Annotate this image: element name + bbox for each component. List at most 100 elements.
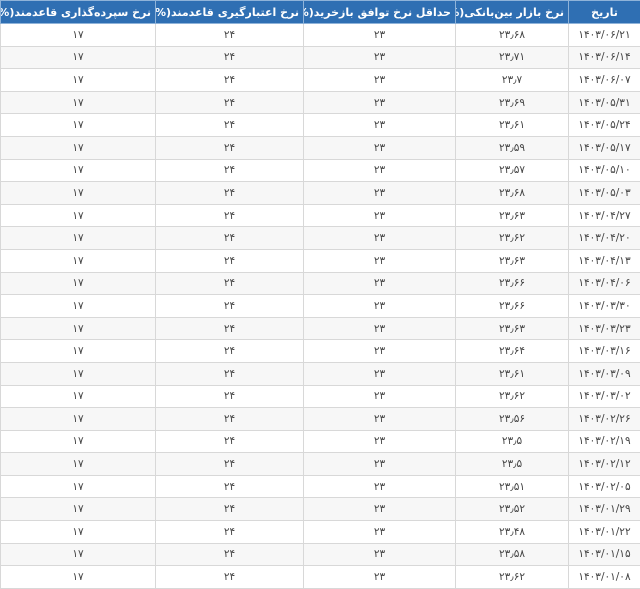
deposit-rate-cell: ۱۷	[1, 249, 156, 272]
date-cell: ۱۴۰۳/۰۴/۰۶	[569, 272, 640, 295]
lending-rate-cell: ۲۴	[156, 317, 304, 340]
interbank-rate-cell: ۲۳٫۷	[456, 69, 569, 92]
lending-rate-cell: ۲۴	[156, 408, 304, 431]
deposit-rate-cell: ۱۷	[1, 408, 156, 431]
lending-rate-cell: ۲۴	[156, 566, 304, 589]
header-min-repo-rate: حداقل نرخ توافق بازخرید(%)	[304, 1, 456, 24]
deposit-rate-cell: ۱۷	[1, 91, 156, 114]
min-repo-rate-cell: ۲۳	[304, 430, 456, 453]
deposit-rate-cell: ۱۷	[1, 46, 156, 69]
date-cell: ۱۴۰۳/۰۲/۱۹	[569, 430, 640, 453]
min-repo-rate-cell: ۲۳	[304, 114, 456, 137]
date-cell: ۱۴۰۳/۰۳/۱۶	[569, 340, 640, 363]
interbank-rate-cell: ۲۳٫۵	[456, 453, 569, 476]
min-repo-rate-cell: ۲۳	[304, 475, 456, 498]
date-cell: ۱۴۰۳/۰۱/۲۲	[569, 521, 640, 544]
min-repo-rate-cell: ۲۳	[304, 498, 456, 521]
deposit-rate-cell: ۱۷	[1, 182, 156, 205]
header-deposit-facility-rate: نرخ سپرده‌گذاری قاعدمند(%)	[1, 1, 156, 24]
lending-rate-cell: ۲۴	[156, 46, 304, 69]
lending-rate-cell: ۲۴	[156, 498, 304, 521]
interbank-rate-cell: ۲۳٫۵۸	[456, 543, 569, 566]
header-date: تاریخ	[569, 1, 640, 24]
date-cell: ۱۴۰۳/۰۲/۱۲	[569, 453, 640, 476]
interbank-rate-cell: ۲۳٫۶۳	[456, 204, 569, 227]
lending-rate-cell: ۲۴	[156, 543, 304, 566]
lending-rate-cell: ۲۴	[156, 204, 304, 227]
deposit-rate-cell: ۱۷	[1, 543, 156, 566]
min-repo-rate-cell: ۲۳	[304, 453, 456, 476]
min-repo-rate-cell: ۲۳	[304, 69, 456, 92]
deposit-rate-cell: ۱۷	[1, 24, 156, 47]
min-repo-rate-cell: ۲۳	[304, 521, 456, 544]
interbank-rate-cell: ۲۳٫۶۲	[456, 385, 569, 408]
interbank-rate-cell: ۲۳٫۵۲	[456, 498, 569, 521]
min-repo-rate-cell: ۲۳	[304, 136, 456, 159]
interbank-rate-cell: ۲۳٫۵۷	[456, 159, 569, 182]
date-cell: ۱۴۰۳/۰۲/۲۶	[569, 408, 640, 431]
deposit-rate-cell: ۱۷	[1, 475, 156, 498]
min-repo-rate-cell: ۲۳	[304, 543, 456, 566]
min-repo-rate-cell: ۲۳	[304, 46, 456, 69]
date-cell: ۱۴۰۳/۰۳/۳۰	[569, 295, 640, 318]
min-repo-rate-cell: ۲۳	[304, 385, 456, 408]
deposit-rate-cell: ۱۷	[1, 385, 156, 408]
deposit-rate-cell: ۱۷	[1, 362, 156, 385]
min-repo-rate-cell: ۲۳	[304, 566, 456, 589]
deposit-rate-cell: ۱۷	[1, 227, 156, 250]
date-cell: ۱۴۰۳/۰۶/۱۴	[569, 46, 640, 69]
lending-rate-cell: ۲۴	[156, 182, 304, 205]
deposit-rate-cell: ۱۷	[1, 159, 156, 182]
deposit-rate-cell: ۱۷	[1, 317, 156, 340]
lending-rate-cell: ۲۴	[156, 69, 304, 92]
lending-rate-cell: ۲۴	[156, 249, 304, 272]
date-cell: ۱۴۰۳/۰۳/۲۳	[569, 317, 640, 340]
deposit-rate-cell: ۱۷	[1, 498, 156, 521]
date-cell: ۱۴۰۳/۰۱/۰۸	[569, 566, 640, 589]
min-repo-rate-cell: ۲۳	[304, 204, 456, 227]
min-repo-rate-cell: ۲۳	[304, 227, 456, 250]
interbank-rate-cell: ۲۳٫۶۳	[456, 249, 569, 272]
interbank-rate-cell: ۲۳٫۵۹	[456, 136, 569, 159]
lending-rate-cell: ۲۴	[156, 295, 304, 318]
date-cell: ۱۴۰۳/۰۳/۰۲	[569, 385, 640, 408]
deposit-rate-cell: ۱۷	[1, 521, 156, 544]
interbank-rate-cell: ۲۳٫۶۱	[456, 114, 569, 137]
date-cell: ۱۴۰۳/۰۵/۱۷	[569, 136, 640, 159]
interbank-rate-cell: ۲۳٫۶۸	[456, 24, 569, 47]
interbank-rate-cell: ۲۳٫۶۹	[456, 91, 569, 114]
interbank-rate-cell: ۲۳٫۶۸	[456, 182, 569, 205]
deposit-rate-cell: ۱۷	[1, 69, 156, 92]
deposit-rate-cell: ۱۷	[1, 295, 156, 318]
min-repo-rate-cell: ۲۳	[304, 295, 456, 318]
date-cell: ۱۴۰۳/۰۵/۱۰	[569, 159, 640, 182]
min-repo-rate-cell: ۲۳	[304, 159, 456, 182]
min-repo-rate-cell: ۲۳	[304, 272, 456, 295]
lending-rate-cell: ۲۴	[156, 521, 304, 544]
date-cell: ۱۴۰۳/۰۱/۱۵	[569, 543, 640, 566]
interbank-rate-cell: ۲۳٫۶۲	[456, 227, 569, 250]
min-repo-rate-cell: ۲۳	[304, 24, 456, 47]
date-cell: ۱۴۰۳/۰۳/۰۹	[569, 362, 640, 385]
deposit-rate-cell: ۱۷	[1, 136, 156, 159]
interbank-rate-cell: ۲۳٫۷۱	[456, 46, 569, 69]
interbank-rate-cell: ۲۳٫۶۲	[456, 566, 569, 589]
date-cell: ۱۴۰۳/۰۵/۰۳	[569, 182, 640, 205]
min-repo-rate-cell: ۲۳	[304, 91, 456, 114]
deposit-rate-cell: ۱۷	[1, 453, 156, 476]
deposit-rate-cell: ۱۷	[1, 566, 156, 589]
